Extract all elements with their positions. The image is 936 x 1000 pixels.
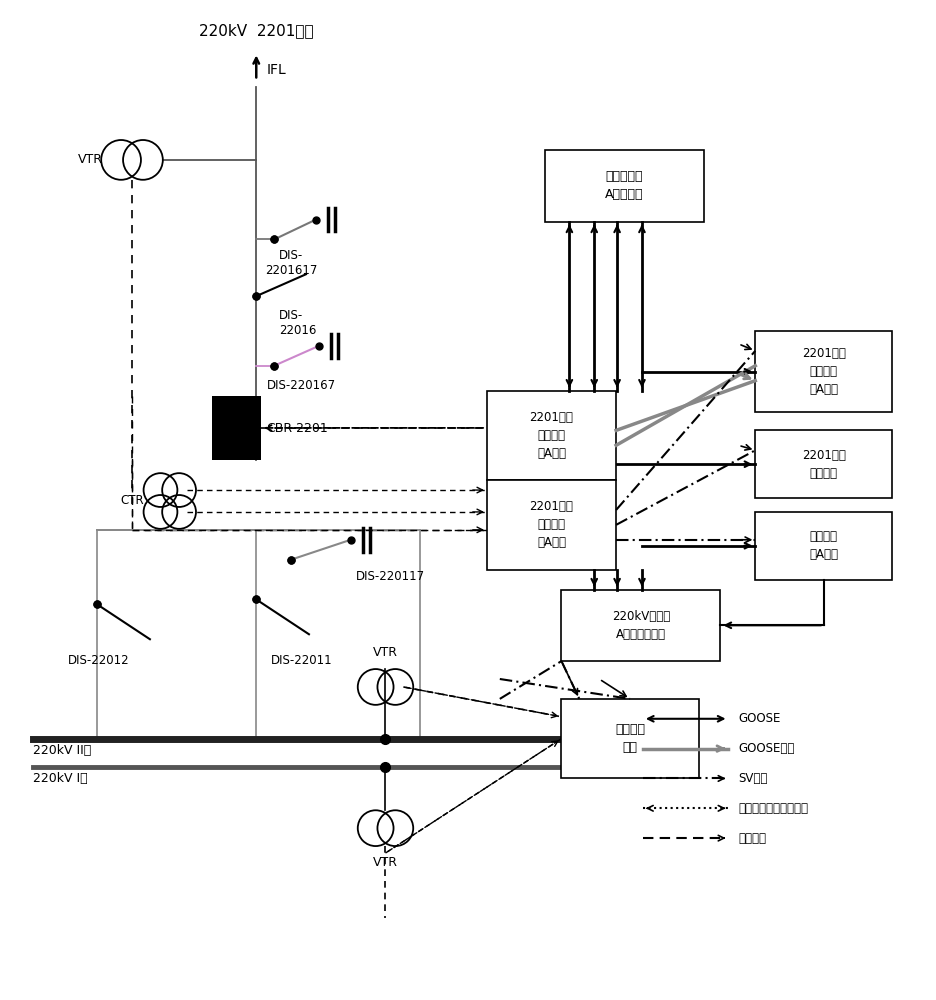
Bar [544, 150, 703, 222]
Bar [561, 699, 698, 778]
Text: 220kV  2201线路: 220kV 2201线路 [198, 23, 314, 38]
Text: VTR: VTR [373, 856, 398, 869]
Text: 220kV I母: 220kV I母 [33, 772, 87, 785]
Text: VTR: VTR [78, 153, 103, 166]
Text: 220kV II母: 220kV II母 [33, 744, 91, 757]
Text: 2201间隔
智能终端
（A套）: 2201间隔 智能终端 （A套） [529, 411, 573, 460]
Text: 交流采样: 交流采样 [738, 832, 766, 845]
Text: 跳闸信号和断路器位置: 跳闸信号和断路器位置 [738, 802, 808, 815]
Text: VTR: VTR [373, 646, 398, 659]
Text: GOOSE跳闸: GOOSE跳闸 [738, 742, 794, 755]
Text: IFL: IFL [266, 63, 285, 77]
Bar [487, 391, 616, 480]
Text: CBR-2201: CBR-2201 [266, 422, 328, 435]
Text: DIS-220167: DIS-220167 [266, 379, 335, 392]
Text: 母线合并
单元: 母线合并 单元 [614, 723, 644, 754]
Text: DIS-220117: DIS-220117 [356, 570, 424, 583]
Text: 2201间隔
线路保护
（A套）: 2201间隔 线路保护 （A套） [801, 347, 845, 396]
Text: GOOSE: GOOSE [738, 712, 780, 725]
Text: DIS-22011: DIS-22011 [271, 654, 332, 667]
Text: SV采样: SV采样 [738, 772, 767, 785]
Bar [487, 480, 616, 570]
Bar [754, 430, 891, 498]
Text: DIS-
22016: DIS- 22016 [279, 309, 316, 337]
Bar [561, 589, 720, 661]
Text: DIS-
2201617: DIS- 2201617 [265, 249, 317, 277]
Bar [754, 331, 891, 412]
Text: 2201间隔
线路测控: 2201间隔 线路测控 [801, 449, 845, 480]
Text: DIS-22012: DIS-22012 [67, 654, 129, 667]
Text: 线路过程层
A网交换机: 线路过程层 A网交换机 [604, 170, 643, 201]
Bar [754, 512, 891, 580]
Text: 220kV过程层
A网中心交换机: 220kV过程层 A网中心交换机 [611, 610, 669, 641]
Bar [212, 396, 261, 460]
Text: CTR: CTR [120, 493, 143, 506]
Text: 母差保护
（A套）: 母差保护 （A套） [809, 530, 838, 561]
Text: 2201间隔
合并单元
（A套）: 2201间隔 合并单元 （A套） [529, 500, 573, 549]
